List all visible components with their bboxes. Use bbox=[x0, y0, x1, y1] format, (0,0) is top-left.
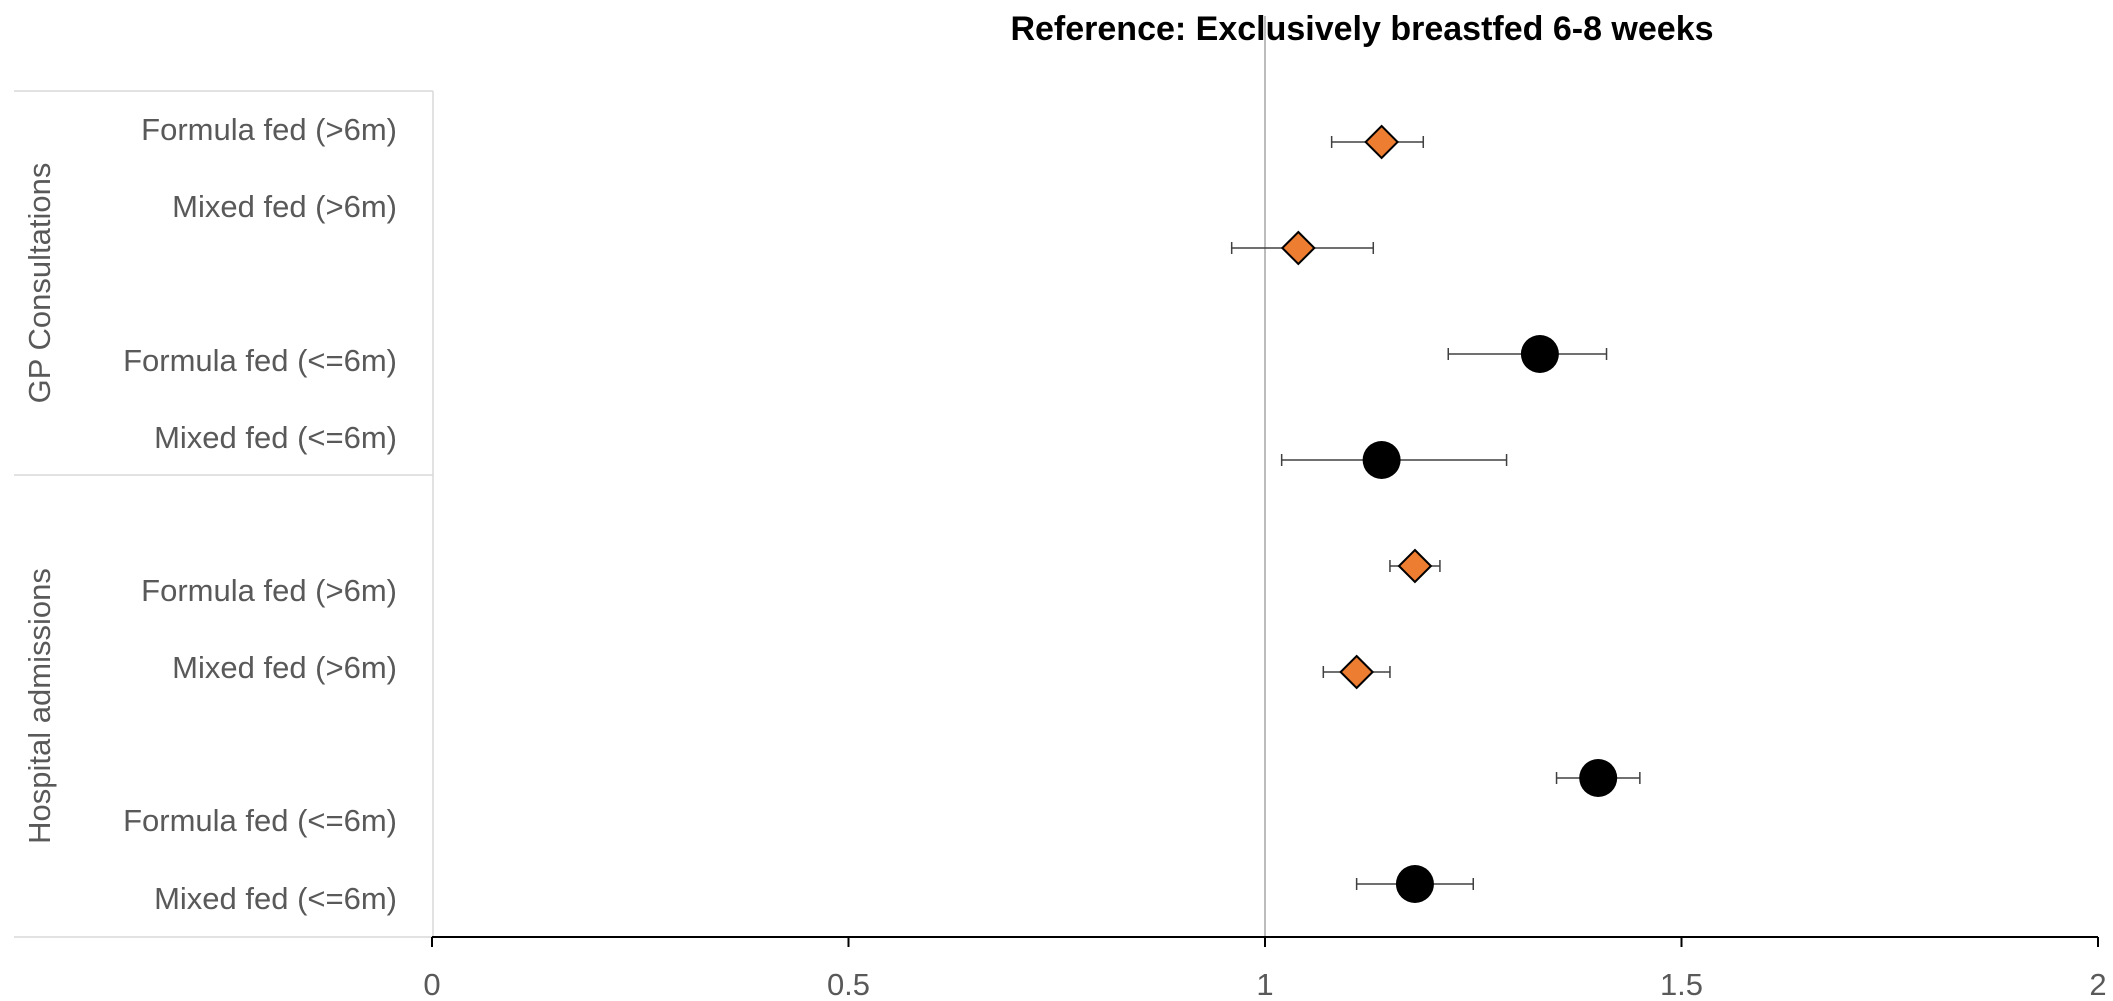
circle-point bbox=[1520, 335, 1559, 373]
circle-point bbox=[1362, 441, 1401, 479]
x-tick-label: 1.5 bbox=[1660, 967, 1703, 1001]
circle-point bbox=[1395, 865, 1434, 903]
row-label: Formula fed (>6m) bbox=[141, 112, 397, 147]
row-label: Mixed fed (<=6m) bbox=[154, 420, 397, 455]
row-label: Formula fed (>6m) bbox=[141, 573, 397, 608]
x-tick-label: 1 bbox=[1256, 967, 1273, 1001]
category-axis: GP Consultations Formula fed (>6m) Mixed f… bbox=[14, 90, 434, 938]
row-label: Mixed fed (>6m) bbox=[172, 650, 397, 685]
row-label: Mixed fed (<=6m) bbox=[154, 881, 397, 916]
x-tick-label: 0 bbox=[423, 967, 440, 1001]
row-label: Mixed fed (>6m) bbox=[172, 189, 397, 224]
row-label: Formula fed (<=6m) bbox=[123, 343, 397, 378]
diamond-point bbox=[1339, 654, 1375, 690]
row-label: Formula fed (<=6m) bbox=[123, 803, 397, 838]
circle-point bbox=[1579, 759, 1618, 797]
group-label: GP Consultations bbox=[22, 163, 57, 404]
group-label: Hospital admissions bbox=[22, 568, 57, 844]
data-marks bbox=[1230, 124, 1641, 903]
diamond-point bbox=[1397, 548, 1433, 584]
diamond-point bbox=[1364, 124, 1400, 160]
x-axis: 0 0.5 1 1.5 2 bbox=[423, 936, 2107, 1001]
x-tick-label: 0.5 bbox=[827, 967, 870, 1001]
x-tick-label: 2 bbox=[2089, 967, 2106, 1001]
chart-title: Reference: Exclusively breastfed 6-8 wee… bbox=[1010, 10, 1713, 48]
diamond-point bbox=[1280, 230, 1316, 266]
